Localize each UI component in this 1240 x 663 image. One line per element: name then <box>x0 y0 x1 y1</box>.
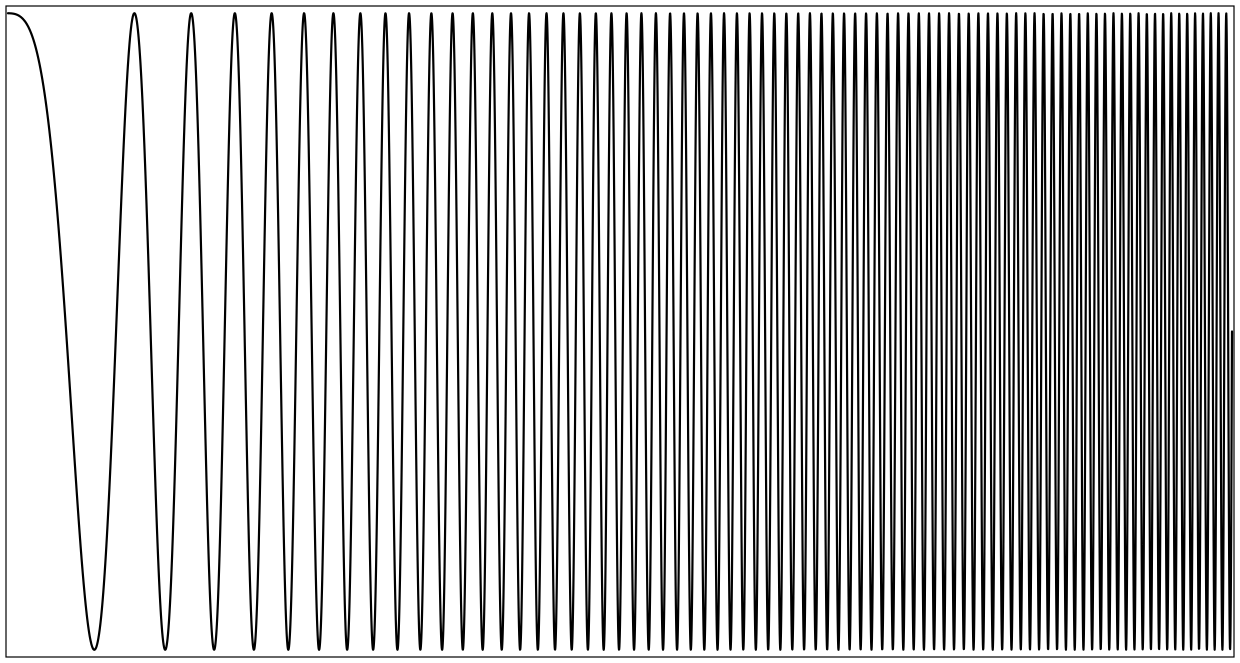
chirp-waveform <box>8 13 1232 649</box>
chirp-plot <box>0 0 1240 663</box>
